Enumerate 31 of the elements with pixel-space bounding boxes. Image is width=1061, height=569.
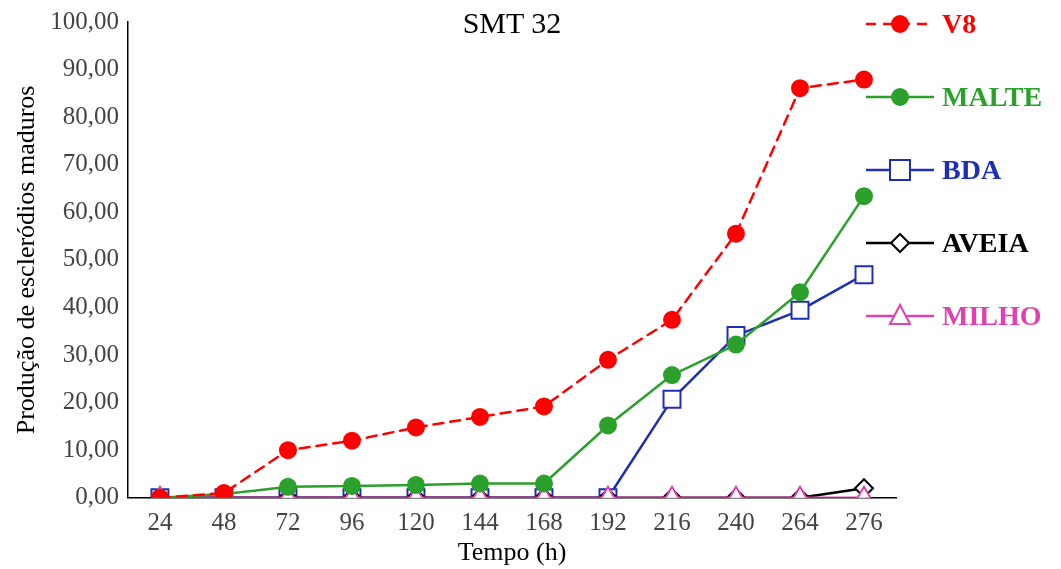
y-tick-label: 100,00 <box>50 6 119 34</box>
x-tick-label: 48 <box>211 508 237 536</box>
x-tick-label: 24 <box>147 508 173 536</box>
chart-title: SMT 32 <box>462 5 562 39</box>
legend-label: MILHO <box>942 300 1042 332</box>
x-tick-label: 72 <box>275 508 301 536</box>
y-tick-label: 50,00 <box>62 244 119 272</box>
y-tick-label: 20,00 <box>62 387 119 415</box>
y-tick-label: 40,00 <box>62 292 119 320</box>
x-tick-label: 276 <box>845 508 883 536</box>
x-tick-label: 120 <box>397 508 435 536</box>
y-tick-label: 60,00 <box>62 196 119 224</box>
x-tick-label: 264 <box>781 508 820 536</box>
x-tick-label: 168 <box>525 508 563 536</box>
x-tick-label: 144 <box>461 508 500 536</box>
y-tick-label: 90,00 <box>62 54 119 82</box>
x-axis-title: Tempo (h) <box>457 537 567 567</box>
x-tick-label: 96 <box>339 508 365 536</box>
y-axis-title: Produção de escleródios maduros <box>11 85 41 435</box>
y-tick-label: 30,00 <box>62 339 119 367</box>
legend-label: AVEIA <box>942 227 1029 259</box>
y-tick-label: 10,00 <box>62 434 119 462</box>
x-tick-label: 240 <box>717 508 755 536</box>
y-tick-label: 70,00 <box>62 149 119 177</box>
x-tick-label: 216 <box>653 508 691 536</box>
legend-label: MALTE <box>942 81 1043 113</box>
y-tick-label: 80,00 <box>62 101 119 129</box>
x-tick-label: 192 <box>589 508 627 536</box>
legend-label: BDA <box>942 154 1002 186</box>
y-tick-label: 0,00 <box>75 482 119 510</box>
legend-label: V8 <box>942 8 977 40</box>
